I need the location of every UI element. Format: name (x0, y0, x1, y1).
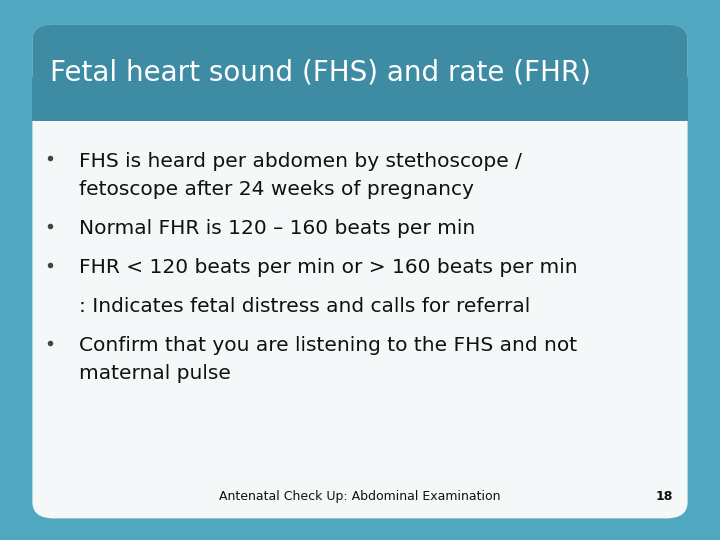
Text: maternal pulse: maternal pulse (79, 364, 231, 383)
FancyBboxPatch shape (32, 24, 688, 518)
Text: 18: 18 (656, 490, 673, 503)
Text: FHS is heard per abdomen by stethoscope /: FHS is heard per abdomen by stethoscope … (79, 152, 522, 171)
Text: Normal FHR is 120 – 160 beats per min: Normal FHR is 120 – 160 beats per min (79, 219, 475, 238)
Text: Confirm that you are listening to the FHS and not: Confirm that you are listening to the FH… (79, 336, 577, 355)
Bar (32, 77, 688, 120)
Text: Fetal heart sound (FHS) and rate (FHR): Fetal heart sound (FHS) and rate (FHR) (50, 58, 591, 86)
Text: fetoscope after 24 weeks of pregnancy: fetoscope after 24 weeks of pregnancy (79, 180, 474, 199)
Bar (32, 77, 688, 120)
Text: : Indicates fetal distress and calls for referral: : Indicates fetal distress and calls for… (79, 297, 531, 316)
FancyBboxPatch shape (32, 24, 688, 120)
Text: Antenatal Check Up: Abdominal Examination: Antenatal Check Up: Abdominal Examinatio… (220, 490, 500, 503)
Bar (32, 92, 688, 120)
Text: FHR < 120 beats per min or > 160 beats per min: FHR < 120 beats per min or > 160 beats p… (79, 258, 578, 277)
